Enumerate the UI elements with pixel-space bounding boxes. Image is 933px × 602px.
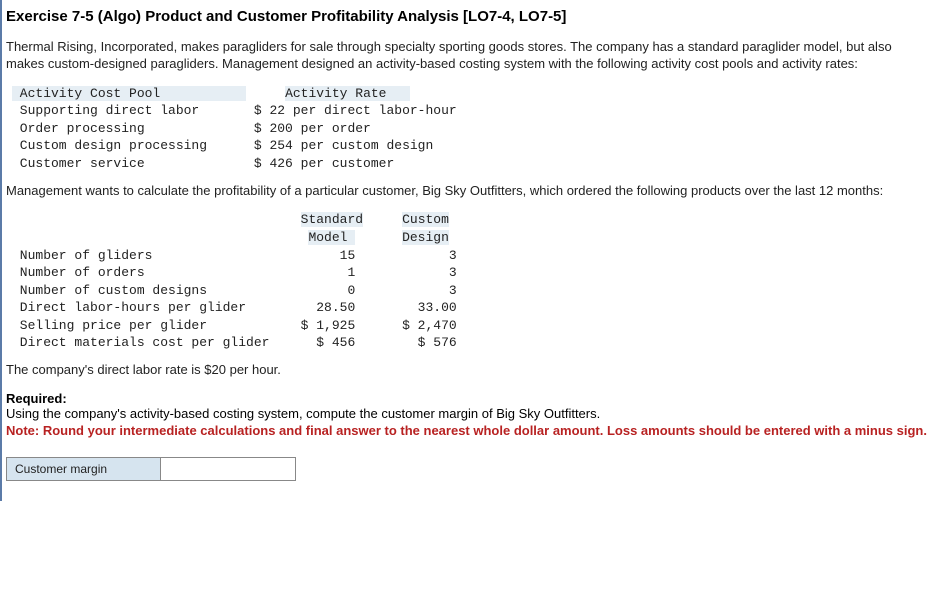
cost-pool-table: Activity Cost Pool Activity Rate Support…	[2, 85, 933, 183]
required-label: Required:	[2, 391, 933, 406]
cost-pool-header-right: Activity Rate	[285, 86, 410, 101]
answer-row: Customer margin	[2, 457, 933, 481]
cost-pool-header-left: Activity Cost Pool	[12, 86, 246, 101]
cost-pool-row: Supporting direct labor $ 22 per direct …	[12, 102, 929, 120]
product-row: Selling price per glider $ 1,925 $ 2,470	[12, 317, 929, 335]
product-header-std1: Standard	[301, 212, 363, 227]
product-table: Standard Custom Model Design Number of g…	[2, 211, 933, 361]
product-row: Number of gliders 15 3	[12, 247, 929, 265]
mid-paragraph: Management wants to calculate the profit…	[2, 183, 933, 212]
labor-rate-text: The company's direct labor rate is $20 p…	[2, 362, 933, 391]
customer-margin-label: Customer margin	[6, 457, 161, 481]
product-row: Number of orders 1 3	[12, 264, 929, 282]
cost-pool-row: Order processing $ 200 per order	[12, 120, 929, 138]
required-text: Using the company's activity-based costi…	[2, 406, 933, 423]
exercise-container: Exercise 7-5 (Algo) Product and Customer…	[0, 0, 933, 501]
exercise-title: Exercise 7-5 (Algo) Product and Customer…	[2, 8, 933, 39]
cost-pool-row: Custom design processing $ 254 per custo…	[12, 137, 929, 155]
product-header-cust2: Design	[402, 230, 449, 245]
customer-margin-input[interactable]	[161, 457, 296, 481]
note-text: Note: Round your intermediate calculatio…	[2, 423, 933, 458]
cost-pool-row: Customer service $ 426 per customer	[12, 155, 929, 173]
product-row: Direct materials cost per glider $ 456 $…	[12, 334, 929, 352]
intro-paragraph: Thermal Rising, Incorporated, makes para…	[2, 39, 933, 85]
product-header-cust1: Custom	[402, 212, 449, 227]
product-row: Number of custom designs 0 3	[12, 282, 929, 300]
product-header-std2: Model	[308, 230, 355, 245]
product-row: Direct labor-hours per glider 28.50 33.0…	[12, 299, 929, 317]
